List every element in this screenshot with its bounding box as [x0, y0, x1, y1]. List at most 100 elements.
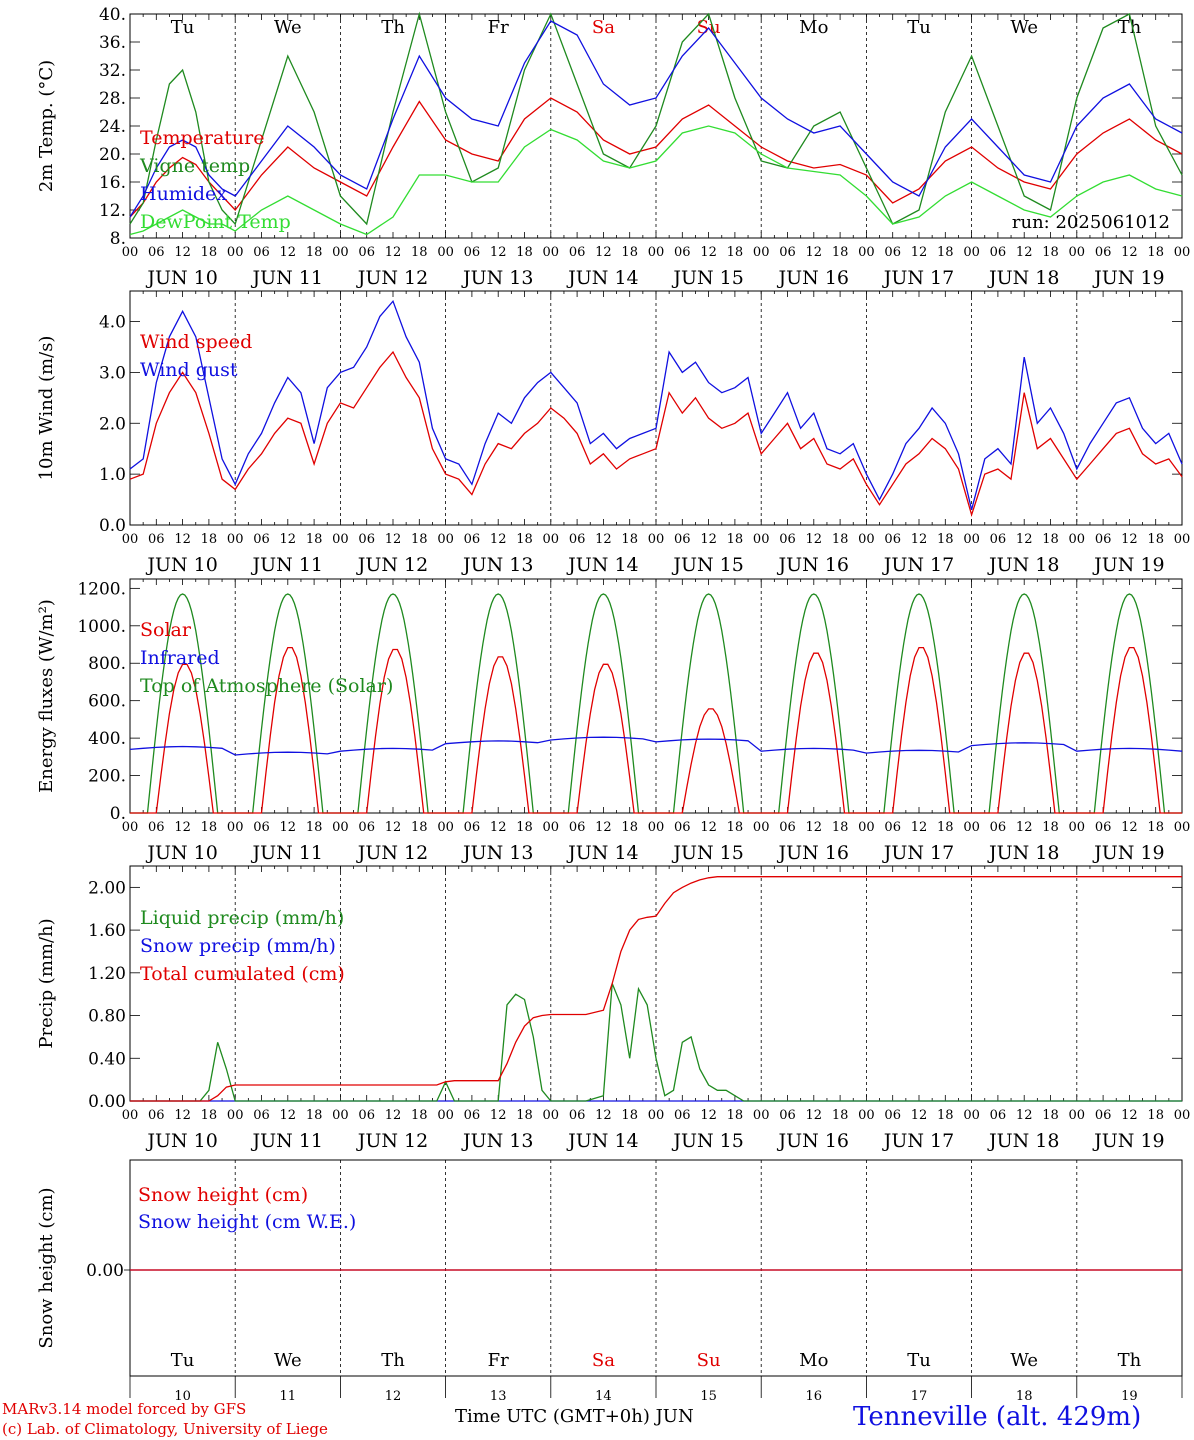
hour-tick-label: 18	[832, 1108, 849, 1123]
hour-tick-label: 12	[911, 1108, 928, 1123]
legend-entry: DewPoint Temp	[140, 211, 291, 233]
hour-tick-label: 00	[543, 1108, 560, 1123]
hour-tick-label: 12	[490, 1108, 507, 1123]
hour-tick-label: 12	[806, 245, 823, 260]
y-axis-label: 2m Temp. (°C)	[36, 60, 57, 192]
hour-tick-label: 06	[674, 1108, 691, 1123]
hour-tick-label: 18	[1147, 820, 1164, 835]
hour-tick-label: 06	[569, 245, 586, 260]
y-tick-label: 40.	[99, 5, 126, 25]
hour-tick-label: 00	[648, 532, 665, 547]
hour-tick-label: 12	[700, 245, 717, 260]
hour-tick-label: 18	[201, 245, 218, 260]
hour-tick-label: 00	[437, 532, 454, 547]
date-label: JUN 17	[882, 1130, 954, 1152]
hour-tick-label: 00	[437, 820, 454, 835]
hour-tick-label: 06	[464, 820, 481, 835]
weekday-label: We	[1010, 1350, 1038, 1371]
date-label: JUN 12	[356, 267, 428, 289]
hour-tick-label: 12	[1016, 1108, 1033, 1123]
date-label: JUN 12	[356, 554, 428, 576]
hour-tick-label: 00	[122, 820, 139, 835]
hour-tick-label: 12	[911, 245, 928, 260]
hour-tick-label: 06	[253, 1108, 270, 1123]
hour-tick-label: 06	[464, 532, 481, 547]
hour-tick-label: 18	[1147, 532, 1164, 547]
hour-tick-label: 06	[1095, 532, 1112, 547]
date-label: JUN 19	[1092, 842, 1164, 864]
hour-tick-label: 00	[227, 245, 244, 260]
series-temperature	[129, 97, 1183, 218]
hour-tick-label: 06	[569, 532, 586, 547]
hour-tick-label: 00	[753, 1108, 770, 1123]
date-label: JUN 14	[566, 554, 638, 576]
hour-tick-label: 18	[306, 820, 323, 835]
hour-tick-label: 18	[201, 532, 218, 547]
hour-tick-label: 06	[779, 820, 796, 835]
hour-tick-label: 00	[963, 1108, 980, 1123]
hour-tick-label: 18	[937, 820, 954, 835]
hour-tick-label: 06	[253, 532, 270, 547]
hour-tick-label: 12	[385, 245, 402, 260]
hour-tick-label: 12	[174, 1108, 191, 1123]
hour-tick-label: 12	[1016, 820, 1033, 835]
hour-tick-label: 00	[437, 1108, 454, 1123]
hour-tick-label: 12	[385, 532, 402, 547]
weekday-label: Mo	[799, 1350, 828, 1371]
hour-tick-label: 12	[700, 532, 717, 547]
hour-tick-label: 12	[911, 820, 928, 835]
hour-tick-label: 06	[884, 1108, 901, 1123]
hour-tick-label: 00	[227, 532, 244, 547]
hour-tick-label: 18	[411, 1108, 428, 1123]
hour-tick-label: 12	[700, 1108, 717, 1123]
legend-entry: Top of Atmosphere (Solar)	[140, 675, 393, 697]
hour-tick-label: 00	[1069, 820, 1086, 835]
hour-tick-label: 18	[937, 245, 954, 260]
lab-credit: (c) Lab. of Climatology, University of L…	[2, 1420, 328, 1438]
hour-tick-label: 00	[332, 532, 349, 547]
y-axis-label: 10m Wind (m/s)	[36, 336, 57, 481]
hour-tick-label: 06	[464, 1108, 481, 1123]
legend-entry: Wind speed	[140, 331, 252, 353]
series-wind-speed	[129, 350, 1183, 518]
weekday-label: We	[1010, 17, 1038, 38]
day-number-label: 17	[911, 1389, 928, 1404]
hour-tick-label: 12	[280, 820, 297, 835]
hour-tick-label: 06	[884, 245, 901, 260]
hour-tick-label: 12	[595, 1108, 612, 1123]
hour-tick-label: 06	[358, 820, 375, 835]
hour-tick-label: 00	[332, 245, 349, 260]
date-label: JUN 17	[882, 554, 954, 576]
date-label: JUN 16	[777, 842, 849, 864]
hour-tick-label: 12	[1121, 532, 1138, 547]
date-label: JUN 11	[251, 1130, 323, 1152]
hour-tick-label: 18	[1042, 1108, 1059, 1123]
hour-tick-label: 06	[358, 245, 375, 260]
date-label: JUN 10	[145, 1130, 217, 1152]
hour-tick-label: 18	[621, 1108, 638, 1123]
y-tick-label: 32.	[99, 61, 126, 81]
day-number-label: 10	[174, 1389, 191, 1404]
hour-tick-label: 00	[332, 1108, 349, 1123]
hour-tick-label: 06	[779, 1108, 796, 1123]
date-label: JUN 19	[1092, 1130, 1164, 1152]
hour-tick-label: 00	[1174, 820, 1191, 835]
date-label: JUN 12	[356, 1130, 428, 1152]
hour-tick-label: 00	[858, 532, 875, 547]
date-label: JUN 11	[251, 842, 323, 864]
y-tick-label: 28.	[99, 89, 126, 109]
date-label: JUN 17	[882, 842, 954, 864]
model-credit: MARv3.14 model forced by GFS	[2, 1400, 247, 1418]
hour-tick-label: 06	[253, 245, 270, 260]
hour-tick-label: 06	[1095, 820, 1112, 835]
weekday-label: Th	[1118, 1350, 1142, 1371]
day-number-label: 13	[490, 1389, 507, 1404]
legend-entry: Vigne temp	[139, 155, 250, 177]
hour-tick-label: 06	[779, 532, 796, 547]
hour-tick-label: 12	[1121, 820, 1138, 835]
hour-tick-label: 18	[306, 1108, 323, 1123]
hour-tick-label: 06	[884, 532, 901, 547]
hour-tick-label: 00	[963, 245, 980, 260]
hour-tick-label: 00	[543, 820, 560, 835]
